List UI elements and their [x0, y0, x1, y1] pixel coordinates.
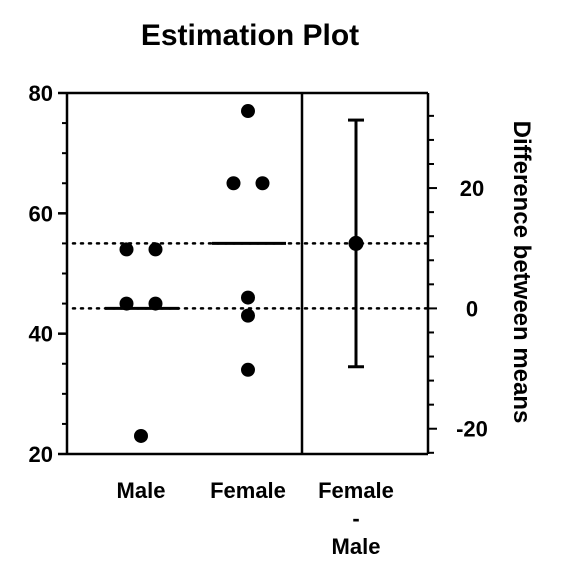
category-label: Male: [117, 478, 166, 503]
data-point: [226, 176, 241, 191]
right-axis-label: Difference between means: [508, 121, 535, 424]
category-labels: Male Female Female - Male: [117, 478, 394, 559]
data-point: [119, 242, 134, 257]
data-point: [241, 104, 255, 119]
data-point: [241, 308, 255, 323]
difference-mean-point: [348, 235, 364, 251]
difference-label-line: Female: [318, 478, 394, 503]
data-point: [241, 290, 255, 305]
left-tick-label: 40: [29, 322, 53, 347]
chart-title: Estimation Plot: [141, 19, 359, 52]
right-y-axis: -20 0 20: [428, 114, 488, 454]
data-points: [119, 104, 270, 443]
difference-label-line: -: [352, 506, 359, 531]
left-tick-label: 60: [29, 201, 53, 226]
data-point: [148, 242, 163, 257]
right-tick-label: 20: [460, 176, 484, 201]
left-tick-label: 20: [29, 442, 53, 467]
difference-label-line: Male: [332, 534, 381, 559]
category-label: Female: [210, 478, 286, 503]
data-point: [241, 362, 255, 377]
right-tick-label: -20: [456, 417, 488, 442]
left-tick-label: 80: [29, 81, 53, 106]
data-point: [134, 428, 148, 443]
group-means: [105, 241, 286, 310]
data-point: [255, 176, 270, 191]
left-y-axis: 20 40 60 80: [29, 81, 67, 467]
right-tick-label: 0: [466, 296, 478, 321]
plot-frame: [65, 91, 430, 456]
difference-estimate: [348, 118, 364, 369]
